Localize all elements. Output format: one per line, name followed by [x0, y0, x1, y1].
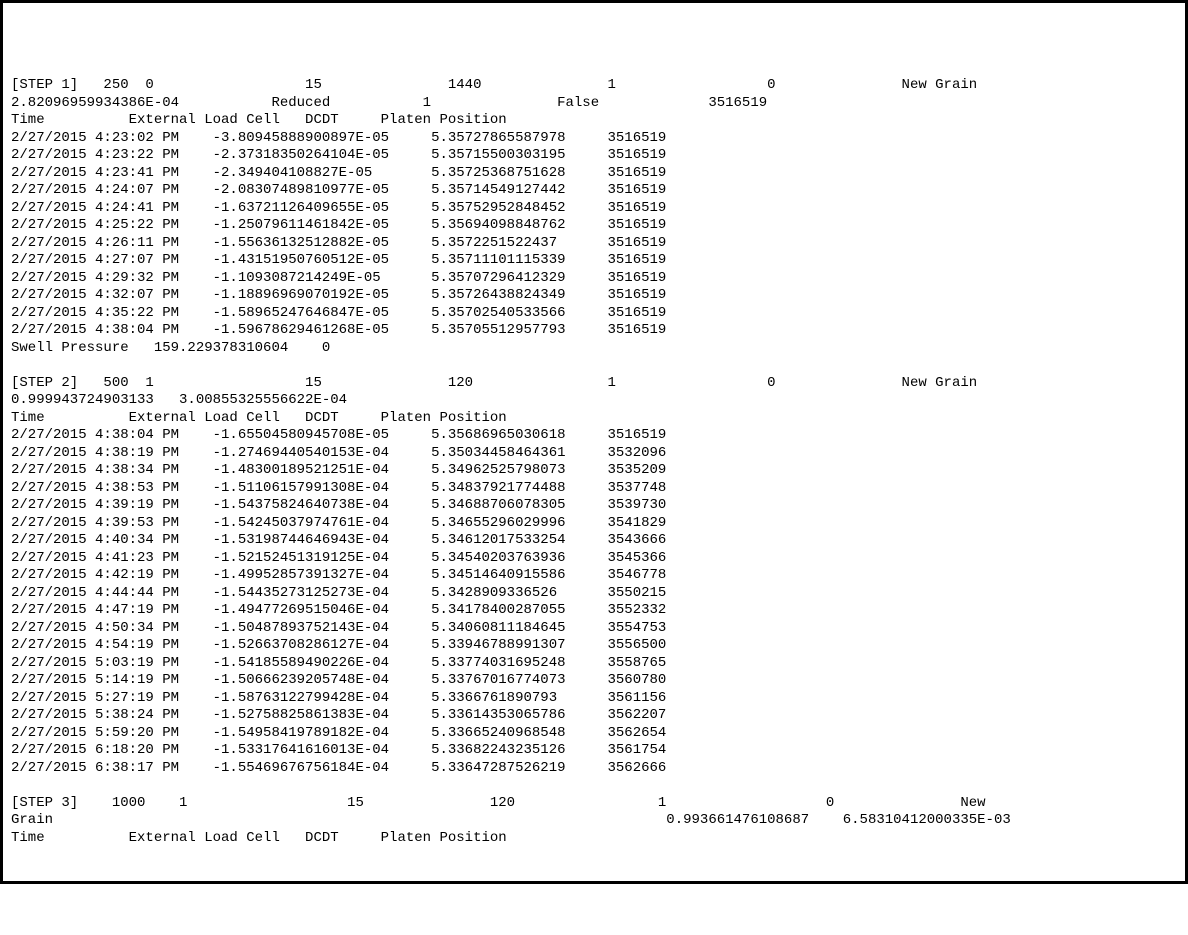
log-line [11, 777, 1177, 795]
log-line: 2/27/2015 4:38:53 PM -1.51106157991308E-… [11, 480, 1177, 498]
log-line: 2/27/2015 5:38:24 PM -1.52758825861383E-… [11, 707, 1177, 725]
log-line: 2/27/2015 4:23:41 PM -2.349404108827E-05… [11, 165, 1177, 183]
log-line: 2/27/2015 4:41:23 PM -1.52152451319125E-… [11, 550, 1177, 568]
log-line [11, 357, 1177, 375]
log-line: 2/27/2015 5:27:19 PM -1.58763122799428E-… [11, 690, 1177, 708]
log-line: 2/27/2015 4:38:19 PM -1.27469440540153E-… [11, 445, 1177, 463]
log-line: Grain 0.993661476108687 6.58310412000335… [11, 812, 1177, 830]
log-line: 2/27/2015 4:26:11 PM -1.55636132512882E-… [11, 235, 1177, 253]
log-line: 2/27/2015 5:03:19 PM -1.54185589490226E-… [11, 655, 1177, 673]
log-line: 2/27/2015 4:50:34 PM -1.50487893752143E-… [11, 620, 1177, 638]
log-line: 2/27/2015 4:39:19 PM -1.54375824640738E-… [11, 497, 1177, 515]
log-line: 2/27/2015 4:54:19 PM -1.52663708286127E-… [11, 637, 1177, 655]
log-line: 2/27/2015 6:38:17 PM -1.55469676756184E-… [11, 760, 1177, 778]
log-line: 2/27/2015 4:29:32 PM -1.1093087214249E-0… [11, 270, 1177, 288]
log-line: [STEP 2] 500 1 15 120 1 0 New Grain [11, 375, 1177, 393]
log-line: Time External Load Cell DCDT Platen Posi… [11, 410, 1177, 428]
log-line: 2/27/2015 4:25:22 PM -1.25079611461842E-… [11, 217, 1177, 235]
log-line: Swell Pressure 159.229378310604 0 [11, 340, 1177, 358]
data-log: [STEP 1] 250 0 15 1440 1 0 New Grain2.82… [11, 77, 1177, 847]
log-line: 2/27/2015 4:38:04 PM -1.59678629461268E-… [11, 322, 1177, 340]
log-line: 2/27/2015 4:27:07 PM -1.43151950760512E-… [11, 252, 1177, 270]
log-line: 2/27/2015 5:14:19 PM -1.50666239205748E-… [11, 672, 1177, 690]
log-line: 2/27/2015 5:59:20 PM -1.54958419789182E-… [11, 725, 1177, 743]
log-line: [STEP 1] 250 0 15 1440 1 0 New Grain [11, 77, 1177, 95]
log-line: 2/27/2015 4:42:19 PM -1.49952857391327E-… [11, 567, 1177, 585]
log-line: 2/27/2015 4:35:22 PM -1.58965247646847E-… [11, 305, 1177, 323]
log-line: 2/27/2015 4:24:41 PM -1.63721126409655E-… [11, 200, 1177, 218]
log-line: Time External Load Cell DCDT Platen Posi… [11, 830, 1177, 848]
log-line: [STEP 3] 1000 1 15 120 1 0 New [11, 795, 1177, 813]
log-line: 2/27/2015 4:40:34 PM -1.53198744646943E-… [11, 532, 1177, 550]
log-line: 2/27/2015 4:24:07 PM -2.08307489810977E-… [11, 182, 1177, 200]
log-line: 2/27/2015 4:44:44 PM -1.54435273125273E-… [11, 585, 1177, 603]
log-line: 0.999943724903133 3.00855325556622E-04 [11, 392, 1177, 410]
log-line: 2.82096959934386E-04 Reduced 1 False 351… [11, 95, 1177, 113]
log-line: 2/27/2015 4:47:19 PM -1.49477269515046E-… [11, 602, 1177, 620]
log-line: 2/27/2015 4:32:07 PM -1.18896969070192E-… [11, 287, 1177, 305]
log-line: 2/27/2015 4:38:04 PM -1.65504580945708E-… [11, 427, 1177, 445]
log-line: 2/27/2015 4:23:22 PM -2.37318350264104E-… [11, 147, 1177, 165]
log-line: 2/27/2015 4:39:53 PM -1.54245037974761E-… [11, 515, 1177, 533]
log-line: 2/27/2015 4:38:34 PM -1.48300189521251E-… [11, 462, 1177, 480]
log-line: Time External Load Cell DCDT Platen Posi… [11, 112, 1177, 130]
log-line: 2/27/2015 6:18:20 PM -1.53317641616013E-… [11, 742, 1177, 760]
log-line: 2/27/2015 4:23:02 PM -3.80945888900897E-… [11, 130, 1177, 148]
